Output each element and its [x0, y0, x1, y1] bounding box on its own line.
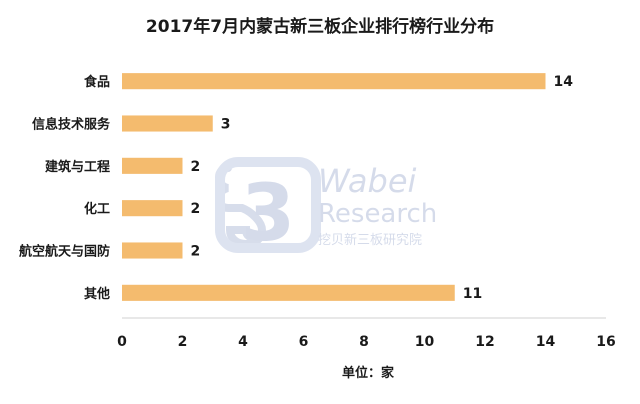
x-axis-label: 单位：家 — [342, 365, 395, 381]
brand-research: Research — [318, 199, 437, 229]
data-label-3: 2 — [191, 201, 201, 217]
data-labels: 14 3 2 2 2 11 — [191, 74, 574, 302]
x-tick-0: 0 — [117, 334, 127, 350]
data-label-1: 3 — [221, 117, 231, 133]
data-label-4: 2 — [191, 244, 201, 260]
x-tick-labels: 0 2 4 6 8 10 12 14 16 — [117, 334, 616, 350]
brand-chinese: 挖贝新三板研究院 — [318, 232, 422, 248]
bar-3 — [122, 200, 183, 217]
bar-0 — [122, 73, 546, 90]
x-tick-3: 6 — [299, 334, 309, 350]
x-tick-5: 10 — [415, 334, 435, 350]
category-label-4: 航空航天与国防 — [19, 244, 110, 260]
x-tick-8: 16 — [596, 334, 615, 350]
x-tick-6: 12 — [475, 334, 494, 350]
x-tick-4: 8 — [359, 334, 369, 350]
logo-glyph: 3 — [241, 169, 295, 259]
bars — [122, 73, 546, 301]
data-label-2: 2 — [191, 159, 201, 175]
watermark: 3 Wabei Research 挖贝新三板研究院 — [215, 157, 437, 259]
category-label-2: 建筑与工程 — [45, 159, 110, 175]
x-tick-2: 4 — [238, 334, 248, 350]
category-label-1: 信息技术服务 — [32, 117, 111, 133]
wabei-logo: 3 — [215, 157, 321, 259]
data-label-5: 11 — [463, 286, 482, 302]
category-label-3: 化工 — [84, 201, 110, 217]
x-tick-7: 14 — [536, 334, 556, 350]
bar-1 — [122, 115, 213, 132]
category-label-0: 食品 — [84, 74, 110, 90]
data-label-0: 14 — [554, 74, 574, 90]
x-tick-1: 2 — [178, 334, 188, 350]
chart-title: 2017年7月内蒙古新三板企业排行榜行业分布 — [146, 16, 494, 37]
bar-5 — [122, 284, 455, 301]
brand-wabei: Wabei — [318, 162, 417, 200]
bar-2 — [122, 157, 183, 174]
bar-4 — [122, 242, 183, 259]
category-label-5: 其他 — [84, 286, 110, 302]
